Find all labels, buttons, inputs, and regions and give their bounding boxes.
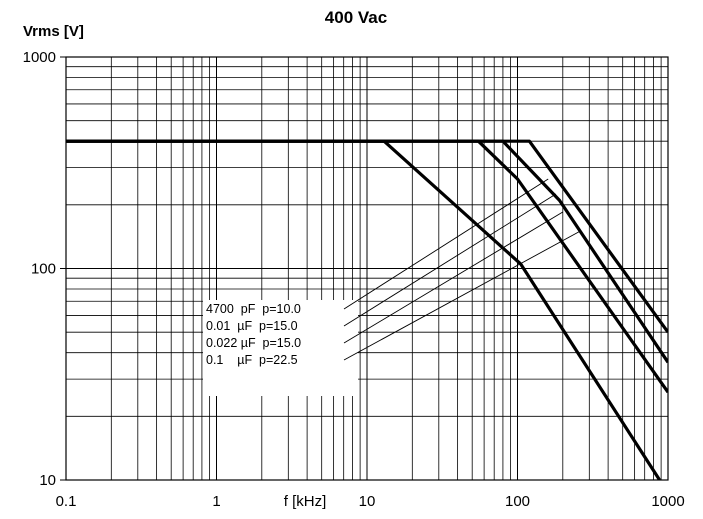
x-tick-label: 1000 [651, 493, 684, 510]
x-tick-label: 100 [505, 493, 530, 510]
legend-entry-4: 0.1 µF p=22.5 [206, 353, 298, 367]
tick-labels: 10 100 1000 0.1 1 10 100 1000 [23, 49, 685, 510]
y-axis-label: Vrms [V] [23, 23, 84, 40]
legend-leader-line-3 [343, 211, 564, 344]
x-tick-label: 1 [212, 493, 220, 510]
legend-entry-2: 0.01 µF p=15.0 [206, 319, 298, 333]
x-axis-label: f [kHz] [284, 493, 327, 510]
legend-entry-3: 0.022 µF p=15.0 [206, 336, 301, 350]
chart-title: 400 Vac [325, 8, 387, 27]
series-group [66, 139, 668, 480]
y-tick-label: 1000 [23, 49, 56, 66]
legend-leader-line-4 [343, 230, 581, 361]
legend-leader-line-1 [343, 178, 549, 310]
y-tick-label: 100 [31, 261, 56, 278]
legend-leader-line-2 [343, 193, 557, 327]
x-tick-label: 10 [359, 493, 376, 510]
x-tick-label: 0.1 [56, 493, 77, 510]
series-line-4 [66, 139, 668, 334]
grid [66, 57, 668, 480]
legend: 4700 pF p=10.0 0.01 µF p=15.0 0.022 µF p=1… [203, 178, 581, 396]
y-tick-label: 10 [39, 472, 56, 489]
legend-box [203, 300, 358, 396]
legend-entry-1: 4700 pF p=10.0 [206, 302, 301, 316]
